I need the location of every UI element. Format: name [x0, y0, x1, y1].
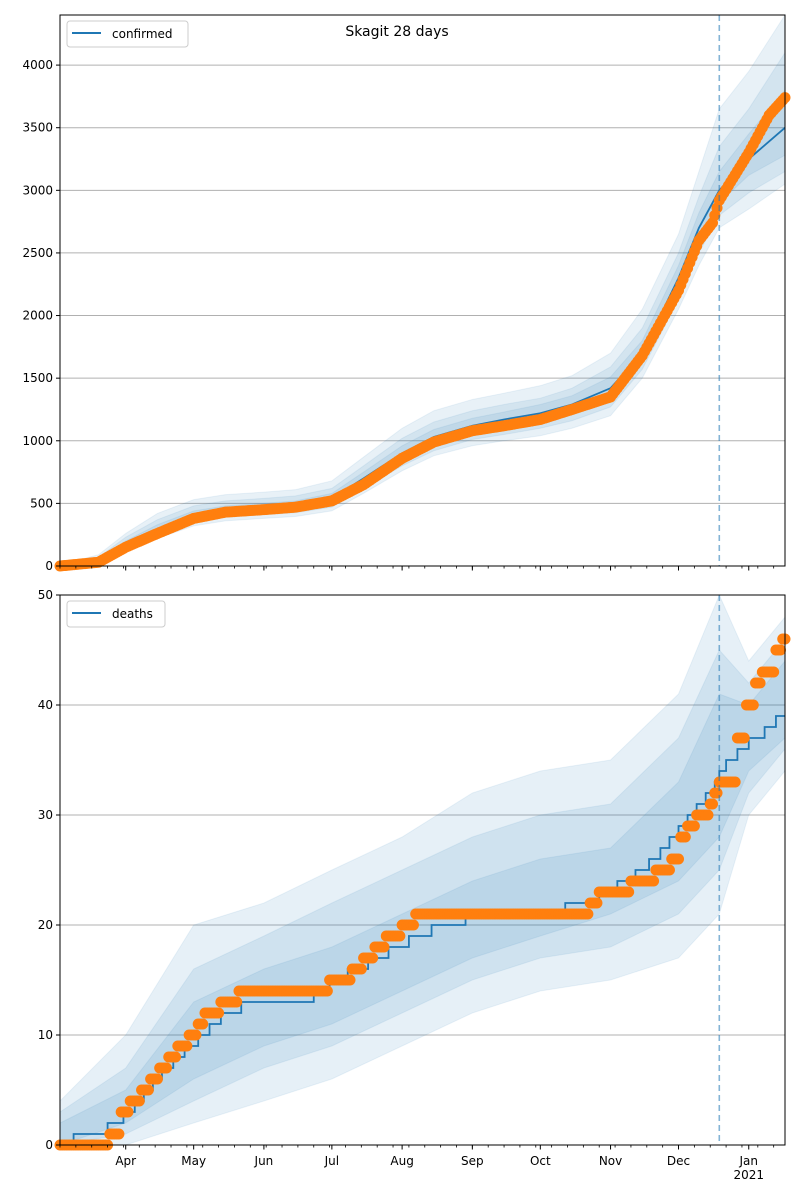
observed-point [582, 908, 594, 920]
deaths-observed-points [54, 633, 791, 1151]
x-tick-label: Aug [390, 1154, 413, 1168]
x-tick-label: Sep [461, 1154, 484, 1168]
observed-point [663, 864, 675, 876]
observed-point [754, 677, 766, 689]
observed-point [738, 732, 750, 744]
y-tick-label: 20 [38, 918, 53, 932]
confirmed-observed-points [54, 92, 791, 572]
observed-point [707, 798, 718, 810]
y-tick-label: 500 [30, 496, 53, 510]
x-tick-label: Nov [599, 1154, 622, 1168]
observed-point [231, 996, 243, 1008]
observed-point [673, 853, 685, 865]
observed-point [142, 1084, 154, 1096]
observed-point [213, 1007, 225, 1019]
y-tick-label: 1500 [22, 371, 53, 385]
deaths-legend: deaths [66, 600, 166, 628]
observed-point [133, 1095, 145, 1107]
observed-point [729, 776, 741, 788]
confirmed-gridlines [60, 64, 785, 504]
x-tick-label: Jun [254, 1154, 274, 1168]
observed-point [122, 1106, 134, 1118]
y-tick-label: 0 [45, 559, 53, 573]
y-tick-label: 50 [38, 588, 53, 602]
y-tick-label: 2000 [22, 309, 53, 323]
observed-point [702, 809, 714, 821]
y-tick-label: 30 [38, 808, 53, 822]
observed-point [367, 952, 379, 964]
x-tick-label: 2021 [733, 1168, 764, 1182]
y-tick-label: 3500 [22, 121, 53, 135]
confirmed-legend: confirmed [66, 20, 189, 48]
deaths-axes: 0 10 20 30 40 50 Apr May Jun Jul Aug Sep Oct Nov Dec J… [38, 588, 791, 1182]
observed-point [378, 941, 390, 953]
observed-point [394, 930, 406, 942]
observed-point [190, 1029, 202, 1041]
observed-point [181, 1040, 193, 1052]
x-tick-label: Apr [115, 1154, 136, 1168]
y-tick-label: 2500 [22, 246, 53, 260]
observed-point [170, 1051, 182, 1063]
observed-point [711, 787, 723, 799]
legend-box [66, 600, 166, 628]
x-tick-label: Oct [530, 1154, 551, 1168]
deaths-axes-frame [59, 594, 786, 1146]
deaths-y-ticks: 0 10 20 30 40 50 [38, 588, 60, 1152]
confirmed-axes: 0 500 1000 1500 2000 2500 3000 3500 4000 Skagit … [22, 13, 791, 573]
observed-point [355, 963, 367, 975]
y-tick-label: 10 [38, 1028, 53, 1042]
x-tick-label: Jul [324, 1154, 339, 1168]
y-tick-label: 1000 [22, 434, 53, 448]
observed-point [113, 1128, 125, 1140]
chart-title: Skagit 28 days [345, 24, 448, 40]
observed-point [679, 831, 691, 843]
observed-point [591, 897, 603, 909]
confirmed-x-ticks [59, 566, 775, 571]
observed-point [774, 644, 786, 656]
observed-point [344, 974, 356, 986]
legend-label-confirmed: confirmed [112, 27, 173, 41]
y-tick-label: 4000 [22, 58, 53, 72]
observed-point [151, 1073, 163, 1085]
observed-point [160, 1062, 172, 1074]
y-tick-label: 0 [45, 1138, 53, 1152]
observed-point [407, 919, 419, 931]
observed-point [623, 886, 635, 898]
observed-point [648, 875, 660, 887]
confirmed-axes-frame [59, 14, 786, 567]
x-tick-label: Jan [739, 1154, 759, 1168]
legend-label-deaths: deaths [112, 607, 153, 621]
observed-point [688, 820, 700, 832]
y-tick-label: 40 [38, 698, 53, 712]
observed-point [768, 666, 780, 678]
x-tick-label: May [181, 1154, 206, 1168]
legend-box [66, 20, 189, 48]
x-tick-label: Dec [667, 1154, 690, 1168]
observed-point [197, 1018, 209, 1030]
observed-point [747, 699, 759, 711]
y-tick-label: 3000 [22, 183, 53, 197]
observed-point [321, 985, 333, 997]
confirmed-y-ticks: 0 500 1000 1500 2000 2500 3000 3500 4000 [22, 58, 60, 573]
